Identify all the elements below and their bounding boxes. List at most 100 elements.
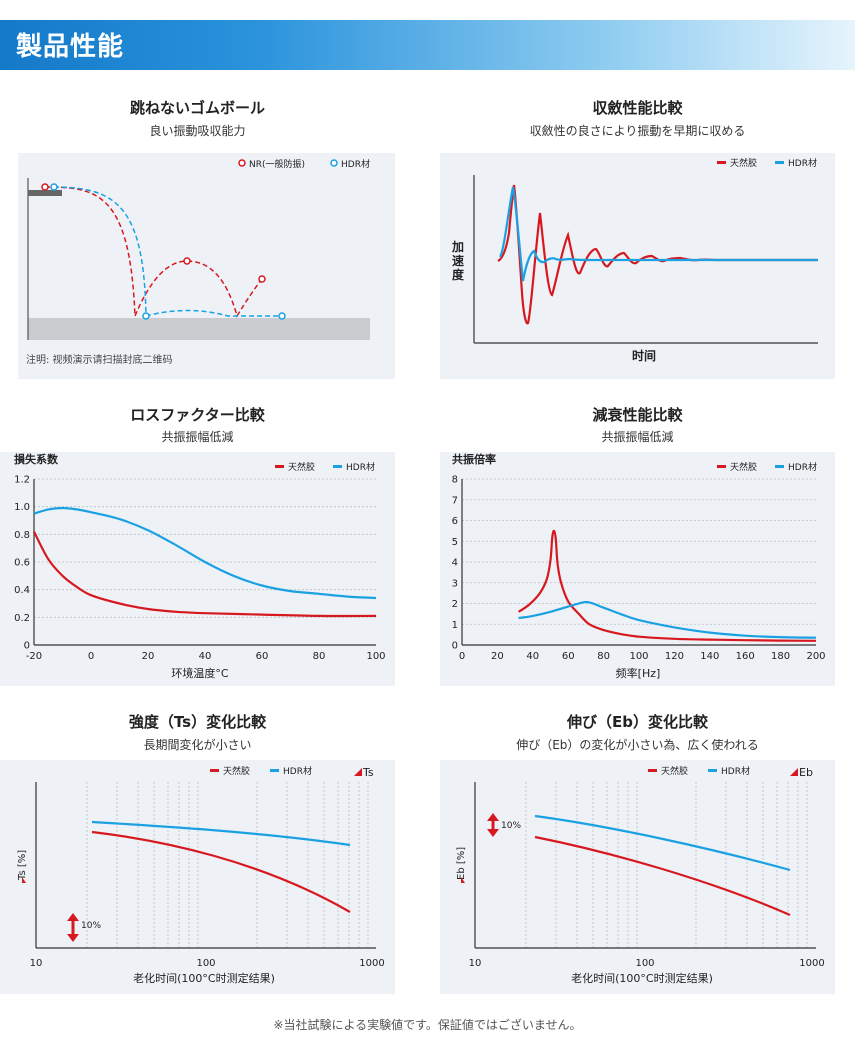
hdr-ball-land (142, 312, 150, 320)
scale-arrow-icon (487, 813, 499, 837)
log-gridlines (525, 782, 808, 948)
x-tick-1000: 1000 (799, 958, 824, 969)
log-gridlines (86, 782, 369, 948)
panel1-title: 跳ねないゴムボール (129, 99, 265, 117)
x-tick-1000: 1000 (359, 958, 384, 969)
panel2-convergence-chart: 加速度 时间 天然胶 HDR材 (440, 153, 835, 379)
y-tick-label: 6 (452, 516, 458, 527)
nr-path-drop (44, 186, 136, 317)
x-tick-label: 20 (491, 651, 504, 662)
series-line-hdr (518, 600, 817, 639)
y-axis-label: 加速度 (451, 239, 465, 282)
legend-natural-swatch (717, 161, 726, 164)
legend-hdr-label: HDR材 (346, 461, 375, 473)
scale-arrow-icon (67, 913, 79, 942)
eb-indicator-icon (461, 877, 465, 883)
y-tick-label: 7 (452, 495, 458, 506)
y-axis-label: 共振倍率 (452, 452, 496, 466)
series-line-natural-rubber (33, 531, 377, 618)
y-tick-label: 5 (452, 537, 458, 548)
x-tick-label: 0 (459, 651, 465, 662)
legend-hdr-label: HDR材 (788, 461, 817, 473)
hdr-curve (91, 820, 351, 847)
floor (28, 318, 370, 340)
nr-path-bounce (134, 260, 263, 318)
panel6-eb-aging-chart: 10 100 1000 老化时间(100°C时测定结果) Eb [%] 10% … (440, 760, 835, 994)
hdr-ball-end (278, 312, 286, 320)
hdr-path-drop (53, 186, 147, 317)
legend-natural-label: 天然胶 (288, 461, 315, 473)
nr-ball-peak (183, 257, 191, 265)
panel4-subtitle: 共振振幅低減 (601, 430, 674, 444)
y-axis-label: Ts [%] (17, 850, 28, 881)
y-tick-label: 2 (452, 599, 458, 610)
x-tick-label: 40 (526, 651, 539, 662)
legend-natural-swatch (717, 465, 726, 468)
panel4-title: 減衰性能比較 (592, 406, 683, 424)
legend-hdr-swatch (775, 161, 784, 164)
y-axis-label: Eb [%] (456, 847, 467, 880)
legend-hdr-label: HDR材 (341, 158, 370, 170)
panel6-subtitle: 伸び（Eb）の変化が小さい為、広く使われる (516, 738, 759, 752)
nr-ball-start (41, 183, 49, 191)
nr-ball-end (258, 275, 266, 283)
legend-hdr-label: HDR材 (788, 157, 817, 169)
ts-indicator-icon (22, 877, 26, 883)
legend-natural-swatch (648, 769, 657, 772)
y-axis-label: 損失系数 (14, 452, 59, 466)
panel6-title: 伸び（Eb）変化比較 (567, 713, 708, 731)
section-title: 製品性能 (16, 32, 125, 62)
x-tick-label: 160 (736, 651, 755, 662)
x-tick-label: 80 (597, 651, 610, 662)
legend-natural-label: 天然胶 (223, 765, 250, 777)
legend-natural-label: 天然胶 (661, 765, 688, 777)
hdr-curve (498, 186, 818, 282)
panel5-subtitle: 長期間変化が小さい (143, 738, 252, 752)
series-line-natural-rubber (517, 529, 817, 642)
x-tick-label: 80 (313, 651, 326, 662)
natural-rubber-curve (497, 184, 818, 325)
x-tick-label: 120 (665, 651, 684, 662)
y-tick-label: 0 (24, 641, 30, 652)
panel2-title: 収斂性能比較 (592, 99, 683, 117)
legend-hdr-swatch (333, 465, 342, 468)
panel1-ball-demo: NR(一般防振) HDR材 注明: 视频演示请扫描封底二维码 (18, 153, 395, 379)
y-tick-label: 0.4 (14, 585, 30, 596)
legend-nr-marker (238, 159, 246, 167)
legend-hdr-swatch (708, 769, 717, 772)
panel2-subtitle: 収斂性の良さにより振動を早期に収める (529, 124, 746, 138)
legend-natural-swatch (210, 769, 219, 772)
x-tick-10: 10 (469, 958, 482, 969)
legend-hdr-marker (330, 159, 338, 167)
footer-note: ※当社試験による実験値です。保証値ではございません。 (273, 1018, 582, 1032)
panel3-title: ロスファクター比較 (130, 406, 265, 424)
x-tick-label: -20 (26, 651, 42, 662)
panel3-loss-factor-chart: 損失系数 天然胶 HDR材 环境温度°C 0 0.2 0.4 0.6 0.8 1.0 1.2… (0, 452, 395, 686)
hdr-curve (534, 814, 791, 872)
scale-label: 10% (501, 821, 521, 831)
panel3-subtitle: 共振振幅低減 (161, 430, 234, 444)
y-tick-label: 0.2 (14, 613, 30, 624)
y-tick-label: 1.0 (14, 502, 30, 513)
x-tick-10: 10 (30, 958, 43, 969)
y-tick-label: 4 (452, 558, 458, 569)
x-tick-label: 100 (629, 651, 648, 662)
y-tick-label: 1 (452, 620, 458, 631)
legend-natural-label: 天然胶 (730, 157, 757, 169)
eb-legend-icon (790, 768, 798, 776)
x-axis-label: 老化时间(100°C时测定结果) (571, 971, 713, 985)
panel5-ts-aging-chart: 10 100 1000 老化时间(100°C时测定结果) Ts [%] 10% … (0, 760, 395, 994)
x-axis-label: 老化时间(100°C时测定结果) (133, 971, 275, 985)
x-axis-label: 环境温度°C (171, 666, 228, 680)
legend-nr-label: NR(一般防振) (249, 158, 305, 170)
legend-hdr-swatch (775, 465, 784, 468)
ts-legend-icon (354, 768, 362, 776)
legend-ts-label: Ts (362, 766, 374, 779)
hdr-path-roll (145, 309, 282, 317)
legend-natural-swatch (275, 465, 284, 468)
x-tick-label: 60 (256, 651, 269, 662)
series-line-hdr (33, 506, 377, 600)
panel1-note: 注明: 视频演示请扫描封底二维码 (26, 353, 173, 366)
scale-label: 10% (81, 921, 101, 931)
x-axis-label: 频率[Hz] (616, 666, 661, 680)
